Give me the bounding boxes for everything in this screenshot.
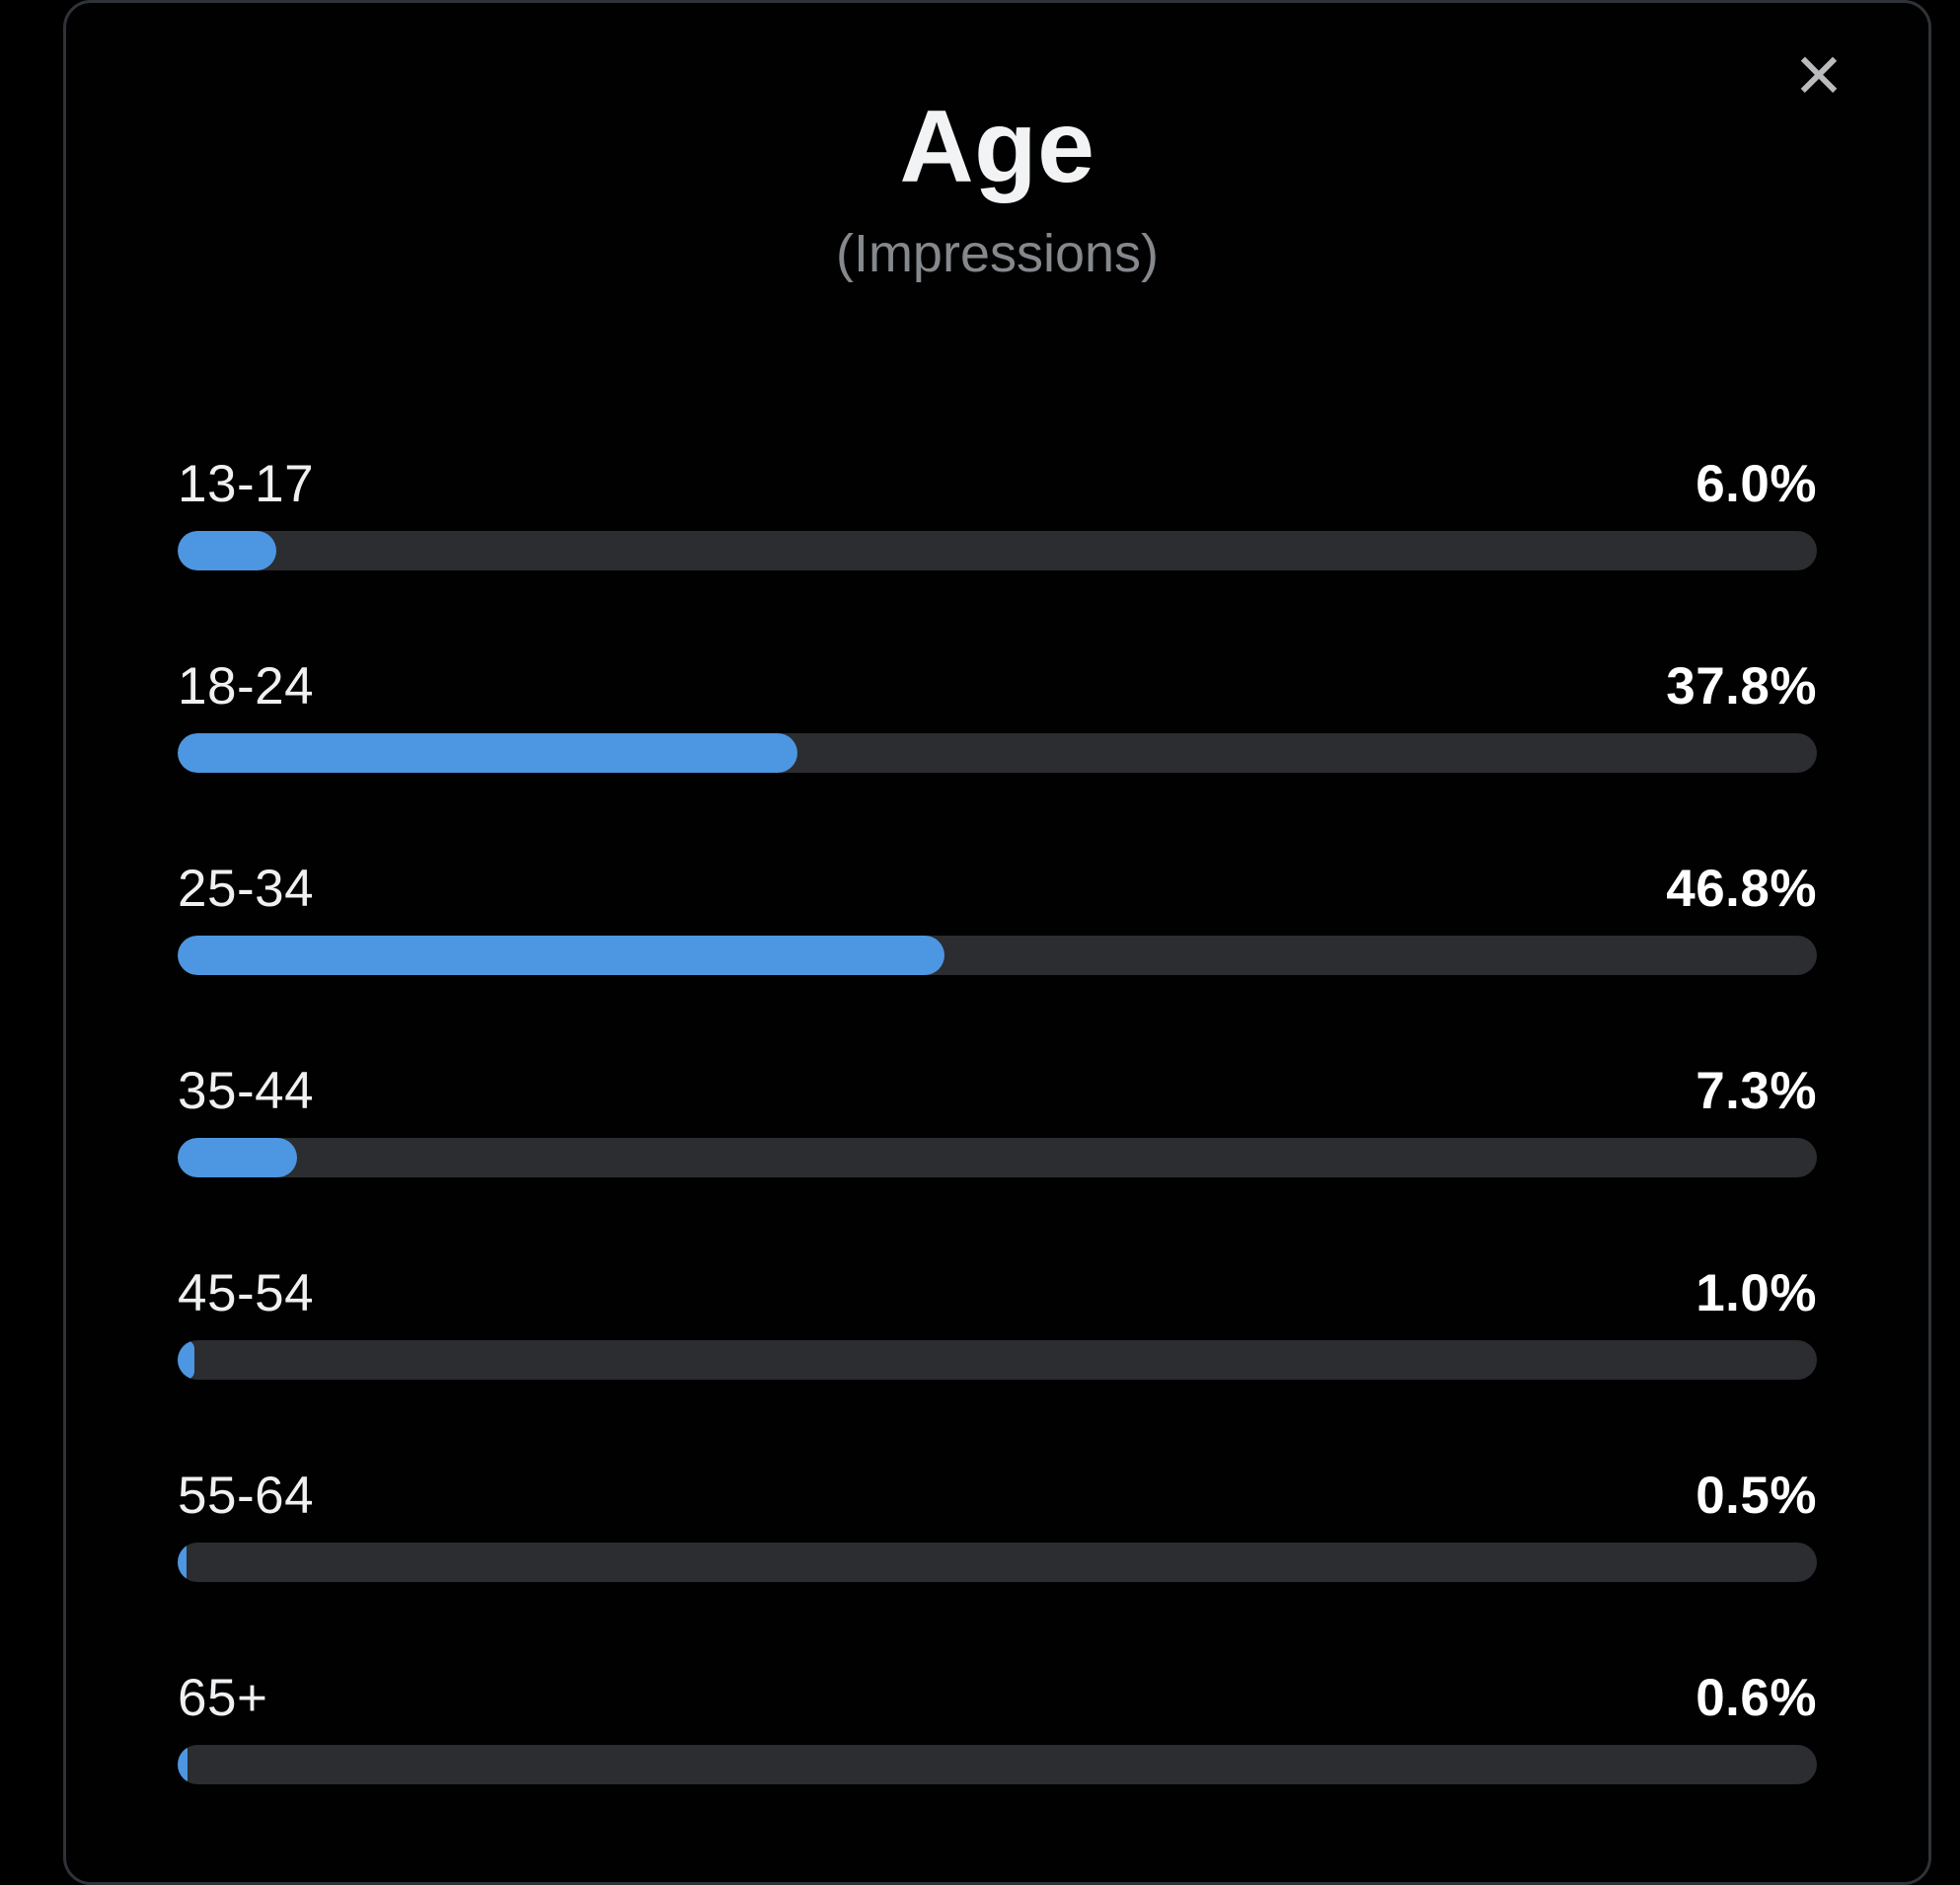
bar-fill [178, 1543, 187, 1583]
bar-track [178, 936, 1817, 976]
age-range-label: 35-44 [178, 1062, 315, 1121]
modal-content: Age (Impressions) 13-17 6.0% 18-24 37.8% [66, 90, 1928, 1785]
bar-row-35-44: 35-44 7.3% [178, 1061, 1817, 1178]
bar-track [178, 531, 1817, 571]
bar-track [178, 1745, 1817, 1785]
bar-track [178, 1138, 1817, 1178]
percentage-value: 0.6% [1696, 1669, 1817, 1728]
bar-track [178, 733, 1817, 774]
age-bar-chart: 13-17 6.0% 18-24 37.8% 25-34 [178, 454, 1817, 1785]
percentage-value: 6.0% [1696, 455, 1817, 514]
bar-track [178, 1543, 1817, 1583]
bar-fill [178, 936, 945, 976]
bar-fill [178, 1340, 194, 1381]
percentage-value: 37.8% [1666, 657, 1817, 716]
age-range-label: 55-64 [178, 1467, 315, 1526]
bar-row-18-24: 18-24 37.8% [178, 656, 1817, 774]
age-range-label: 18-24 [178, 657, 315, 716]
bar-row-65-plus: 65+ 0.6% [178, 1668, 1817, 1785]
bar-row-45-54: 45-54 1.0% [178, 1263, 1817, 1381]
page-subtitle: (Impressions) [835, 224, 1160, 284]
bar-row-55-64: 55-64 0.5% [178, 1466, 1817, 1583]
close-icon: × [1795, 30, 1843, 119]
close-button[interactable]: × [1782, 30, 1855, 119]
percentage-value: 7.3% [1696, 1062, 1817, 1121]
modal-header: Age (Impressions) [178, 90, 1817, 284]
bar-fill [178, 733, 797, 774]
bar-track [178, 1340, 1817, 1381]
percentage-value: 1.0% [1696, 1264, 1817, 1323]
bar-row-25-34: 25-34 46.8% [178, 859, 1817, 976]
age-range-label: 45-54 [178, 1264, 315, 1323]
age-range-label: 25-34 [178, 860, 315, 919]
age-range-label: 65+ [178, 1669, 268, 1728]
page-title: Age [899, 90, 1095, 204]
bar-row-13-17: 13-17 6.0% [178, 454, 1817, 571]
percentage-value: 46.8% [1666, 860, 1817, 919]
age-impressions-modal: × Age (Impressions) 13-17 6.0% 18-24 37.… [63, 0, 1931, 1885]
bar-fill [178, 531, 276, 571]
bar-fill [178, 1138, 298, 1178]
bar-fill [178, 1745, 188, 1785]
percentage-value: 0.5% [1696, 1467, 1817, 1526]
age-range-label: 13-17 [178, 455, 315, 514]
